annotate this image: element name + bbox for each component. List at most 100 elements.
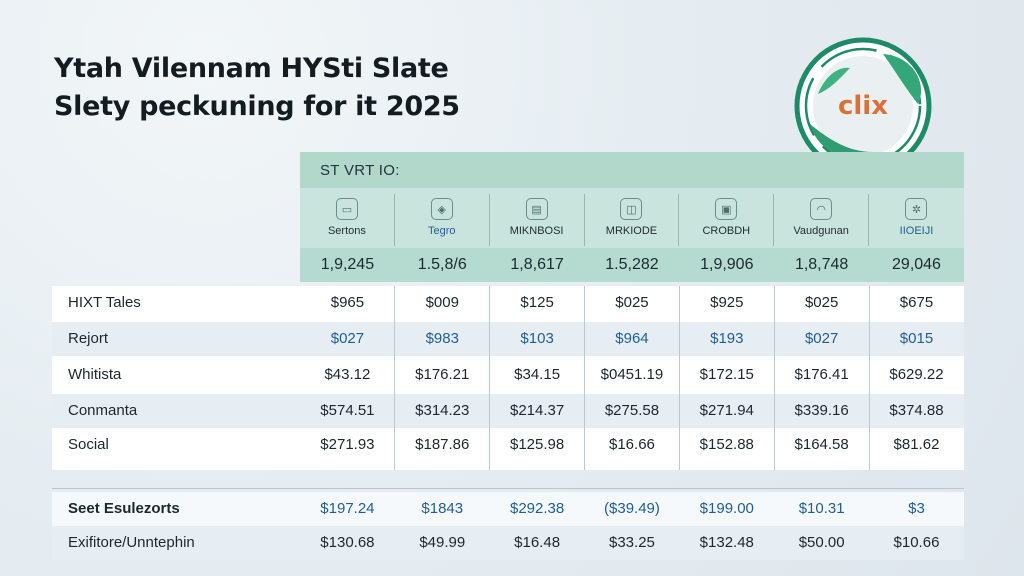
table-cell: $16.66 (609, 436, 655, 453)
gear-icon: ✲ (905, 198, 928, 220)
table-row: Seet Esulezorts $197.24 $1843 $292.38 ($… (52, 492, 964, 526)
total-cell: 1,9,906 (700, 256, 754, 273)
total-cell: 1,8,748 (794, 256, 849, 273)
total-cell: 29,046 (892, 256, 941, 273)
table-cell: $009 (425, 294, 459, 311)
row-label: HIXT Tales (68, 294, 141, 311)
table-cell: $187.86 (415, 436, 470, 453)
table-cell: $275.58 (604, 402, 660, 419)
table-cell: $43.12 (324, 366, 371, 383)
table-cell: $314.23 (415, 402, 470, 419)
table-cell: $164.58 (794, 436, 849, 453)
leaf-badge-icon: clix (794, 37, 932, 182)
table-cell: $964 (615, 330, 649, 347)
table-cell: $027 (804, 330, 839, 347)
table-cell: ($39.49) (604, 500, 660, 517)
table-cell: $10.66 (893, 534, 940, 551)
table-cell: $130.68 (320, 534, 375, 551)
logo-text: clix (838, 91, 888, 121)
section-divider (52, 488, 964, 489)
category-cell: ◠ Vaudgunan (774, 194, 870, 246)
table-cell: $629.22 (889, 366, 944, 383)
category-cell: ◈ Tegro (395, 194, 490, 246)
table-cell: $025 (615, 294, 649, 311)
table-cell: $574.51 (320, 402, 375, 419)
row-label: Whitista (68, 366, 122, 383)
category-cell: ▣ CROBDH (679, 194, 775, 246)
table-cell: $271.94 (699, 402, 754, 419)
table-cell: $271.93 (320, 436, 375, 453)
header-label: ST VRT IO: (320, 162, 400, 179)
table-cell: $292.38 (509, 500, 565, 517)
table-cell: $103 (520, 330, 554, 347)
row-label: Exifitore/Unntephin (68, 534, 195, 551)
table-cell: $214.37 (509, 402, 565, 419)
table-cell: $3 (908, 500, 925, 517)
lower-table: Seet Esulezorts $197.24 $1843 $292.38 ($… (52, 492, 964, 576)
category-label: Vaudgunan (793, 225, 849, 237)
table-cell: $374.88 (889, 402, 944, 419)
table-row: Conmanta $574.51 $314.23 $214.37 $275.58… (52, 394, 964, 428)
table-cell: $81.62 (893, 436, 940, 453)
table-cell: $1843 (421, 500, 464, 517)
bed-icon: ▭ (335, 198, 358, 220)
table-row: HIXT Tales $965 $009 $125 $025 $925 $025… (52, 286, 964, 320)
table-cell: $172.15 (699, 366, 754, 383)
header-panel: ST VRT IO: ▭ Sertons ◈ Tegro ▤ MIKNBOSI … (300, 152, 964, 282)
total-cell: 1.5,282 (605, 256, 659, 273)
category-label: Sertons (327, 225, 366, 237)
table-cell: $49.99 (419, 534, 466, 551)
jar-icon: ◈ (430, 198, 453, 220)
category-label: Tegro (428, 225, 456, 237)
table-cell: $33.25 (609, 534, 655, 551)
clipboard-icon: ▤ (525, 198, 548, 220)
header-strip: ST VRT IO: (300, 152, 964, 188)
table-cell: $983 (425, 330, 459, 347)
category-cell: ▭ Sertons (300, 194, 395, 246)
table-cell: $50.00 (798, 534, 845, 551)
column-divider (394, 286, 395, 470)
table-row: Exifitore/Unntephin $130.68 $49.99 $16.4… (52, 526, 964, 560)
table-cell: $0451.19 (600, 366, 664, 383)
category-cell: ✲ IIOEIJI (869, 194, 964, 246)
title-line-1: Ytah Vilennam HYSti Slate (54, 53, 449, 84)
table-cell: $675 (899, 294, 934, 311)
table-cell: $132.48 (699, 534, 754, 551)
category-cell: ◫ MRKIODE (585, 194, 680, 246)
totals-row: 1,9,245 1.5,8/6 1,8,617 1.5,282 1,9,906 … (300, 248, 964, 282)
table-row: Whitista $43.12 $176.21 $34.15 $0451.19 … (52, 358, 964, 392)
table-cell: $176.21 (415, 366, 470, 383)
dome-icon: ◠ (810, 198, 833, 220)
table-cell: $125 (520, 294, 554, 311)
lantern-icon: ▣ (715, 198, 738, 220)
cake-icon: ◫ (620, 198, 643, 220)
page-title: Ytah Vilennam HYSti Slate Slety peckunin… (54, 50, 514, 126)
table-cell: $10.31 (798, 500, 845, 517)
column-divider (584, 286, 585, 470)
table-cell: $176.41 (794, 366, 849, 383)
table-cell: $197.24 (320, 500, 375, 517)
table-cell: $025 (804, 294, 839, 311)
table-row: Social $271.93 $187.86 $125.98 $16.66 $1… (52, 428, 964, 462)
table-cell: $027 (330, 330, 365, 347)
total-cell: 1.5,8/6 (417, 256, 467, 273)
table-cell: $925 (710, 294, 744, 311)
table-cell: $199.00 (699, 500, 754, 517)
table-cell: $152.88 (699, 436, 754, 453)
table-cell: $965 (330, 294, 365, 311)
row-label: Conmanta (68, 402, 138, 419)
category-cell: ▤ MIKNBOSI (490, 194, 585, 246)
column-divider (679, 286, 680, 470)
row-label: Rejort (68, 330, 109, 347)
total-cell: 1,8,617 (510, 256, 564, 273)
table-row: Rejort $027 $983 $103 $964 $193 $027 $01… (52, 322, 964, 356)
category-label: MRKIODE (605, 225, 658, 237)
row-label: Social (68, 436, 109, 453)
category-label: CROBDH (702, 225, 751, 237)
category-label: MIKNBOSI (509, 225, 564, 237)
table-cell: $16.48 (514, 534, 561, 551)
column-divider (489, 286, 490, 470)
column-divider (774, 286, 775, 470)
table-cell: $34.15 (514, 366, 561, 383)
table-cell: $015 (899, 330, 934, 347)
